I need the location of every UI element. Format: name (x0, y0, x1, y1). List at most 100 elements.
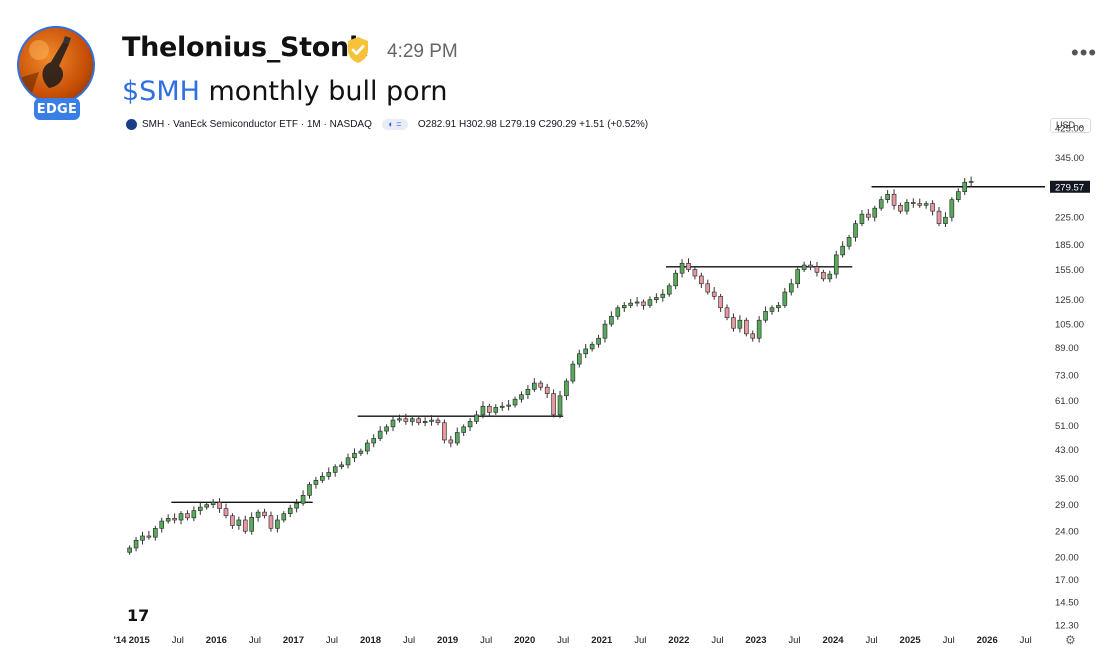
x-tick-label: 2025 (900, 635, 922, 646)
x-tick-label: Jul (557, 635, 569, 646)
compare-icon[interactable]: ◐ = (381, 119, 408, 130)
candle-body (917, 203, 923, 206)
candle-body (487, 405, 492, 413)
x-tick-label: Jul (711, 635, 723, 646)
y-tick-label: 225.00 (1055, 213, 1084, 224)
settings-gear-icon[interactable]: ⚙ (1065, 633, 1076, 647)
candle-body (287, 507, 293, 514)
candle-body (493, 407, 499, 413)
candle-body (891, 193, 897, 206)
x-tick-label: Jul (249, 635, 261, 646)
x-tick-label: Jul (943, 635, 955, 646)
candle-body (840, 245, 845, 256)
x-tick-label: Jul (788, 635, 800, 646)
ticker-link[interactable]: $SMH (122, 76, 200, 107)
candle-body (365, 442, 370, 452)
candle-body (744, 319, 749, 335)
x-tick-label: 2022 (668, 635, 689, 646)
currency-label: USD (1056, 120, 1076, 130)
y-tick-label: 20.00 (1055, 552, 1079, 563)
candle-body (808, 264, 813, 268)
candle-body (358, 450, 364, 454)
candle-body (853, 223, 858, 238)
candle-body (634, 301, 640, 304)
candle-body (435, 419, 441, 424)
y-tick-label: 24.00 (1055, 527, 1079, 538)
candle-body (782, 291, 788, 306)
candle-body (294, 502, 299, 509)
avatar[interactable] (17, 26, 95, 104)
candle-body (178, 513, 184, 521)
candle-body (583, 348, 589, 355)
currency-selector[interactable]: USD ⌄ (1050, 118, 1092, 133)
y-tick-label: 125.00 (1055, 295, 1084, 306)
candle-body (641, 301, 646, 306)
ohlc-values: O282.91 H302.98 L279.19 C290.29 +1.51 (+… (417, 119, 649, 130)
y-tick-label: 14.50 (1055, 597, 1079, 608)
candle-body (609, 316, 614, 325)
candle-body (673, 272, 678, 287)
candle-body (898, 204, 903, 212)
candle-body (210, 501, 216, 505)
candle-body (416, 418, 421, 424)
candle-body (352, 453, 357, 459)
x-tick-label: Jul (172, 635, 184, 646)
candle-body (506, 404, 511, 407)
candle-body (628, 302, 633, 306)
x-tick-label: 2023 (745, 635, 766, 646)
candle-body (666, 285, 672, 295)
more-options-icon[interactable]: ••• (1071, 40, 1098, 65)
candle-body (332, 466, 338, 473)
candle-body (576, 353, 582, 365)
x-tick-label: Jul (634, 635, 646, 646)
candle-body (731, 317, 736, 329)
candle-body (544, 386, 550, 394)
candle-body (930, 203, 935, 212)
candle-body (275, 519, 280, 529)
candle-body (165, 518, 171, 522)
x-tick-label: 2017 (283, 635, 304, 646)
candle-body (705, 283, 711, 293)
candle-body (255, 511, 261, 518)
symbol-logo-icon (126, 119, 137, 130)
candle-body (763, 311, 768, 321)
candle-body (185, 513, 190, 519)
candle-body (326, 472, 332, 477)
chart-legend: SMH · VanEck Semiconductor ETF · 1M · NA… (126, 119, 648, 130)
candle-body (320, 475, 325, 481)
candle-body (242, 519, 248, 532)
x-tick-label: '14 (114, 635, 128, 646)
candle-body (737, 319, 743, 329)
candle-body (538, 382, 544, 388)
y-tick-label: 61.00 (1055, 396, 1079, 407)
candle-body (403, 418, 409, 422)
candle-body (923, 203, 929, 206)
candle-body (146, 535, 152, 538)
candle-body (223, 508, 229, 517)
candle-body (390, 419, 396, 428)
x-tick-label: 2024 (822, 635, 844, 646)
candle-body (467, 421, 473, 428)
y-tick-label: 185.00 (1055, 240, 1084, 251)
candle-body (769, 307, 775, 312)
candle-body (936, 210, 942, 224)
y-tick-label: 105.00 (1055, 320, 1084, 331)
candle-body (846, 237, 852, 247)
candle-body (159, 520, 165, 529)
candle-body (679, 263, 685, 274)
candle-body (647, 299, 653, 306)
username[interactable]: Thelonius_Stonk (122, 32, 367, 63)
candle-body (686, 263, 691, 270)
chart-title: SMH · VanEck Semiconductor ETF · 1M · NA… (142, 119, 372, 130)
candle-body (795, 269, 800, 285)
candle-body (660, 293, 666, 298)
candle-body (859, 213, 865, 224)
candle-body (448, 439, 454, 444)
candle-body (827, 273, 833, 280)
candle-body (911, 202, 916, 204)
candle-body (474, 414, 479, 422)
price-marker-bg (1050, 180, 1090, 193)
post-text: $SMH monthly bull porn (122, 76, 447, 107)
x-tick-label: Jul (480, 635, 492, 646)
